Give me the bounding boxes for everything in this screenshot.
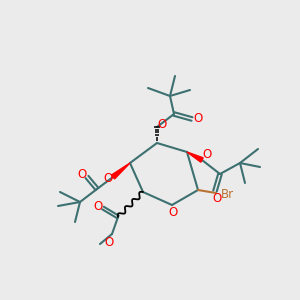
Text: Br: Br: [220, 188, 234, 200]
Polygon shape: [111, 163, 130, 179]
Text: O: O: [158, 118, 166, 130]
Text: O: O: [103, 172, 112, 184]
Text: O: O: [194, 112, 202, 124]
Text: O: O: [77, 169, 87, 182]
Polygon shape: [187, 152, 203, 162]
Text: O: O: [104, 236, 114, 248]
Text: O: O: [212, 191, 222, 205]
Text: O: O: [93, 200, 103, 212]
Text: O: O: [202, 148, 211, 161]
Text: O: O: [168, 206, 178, 220]
